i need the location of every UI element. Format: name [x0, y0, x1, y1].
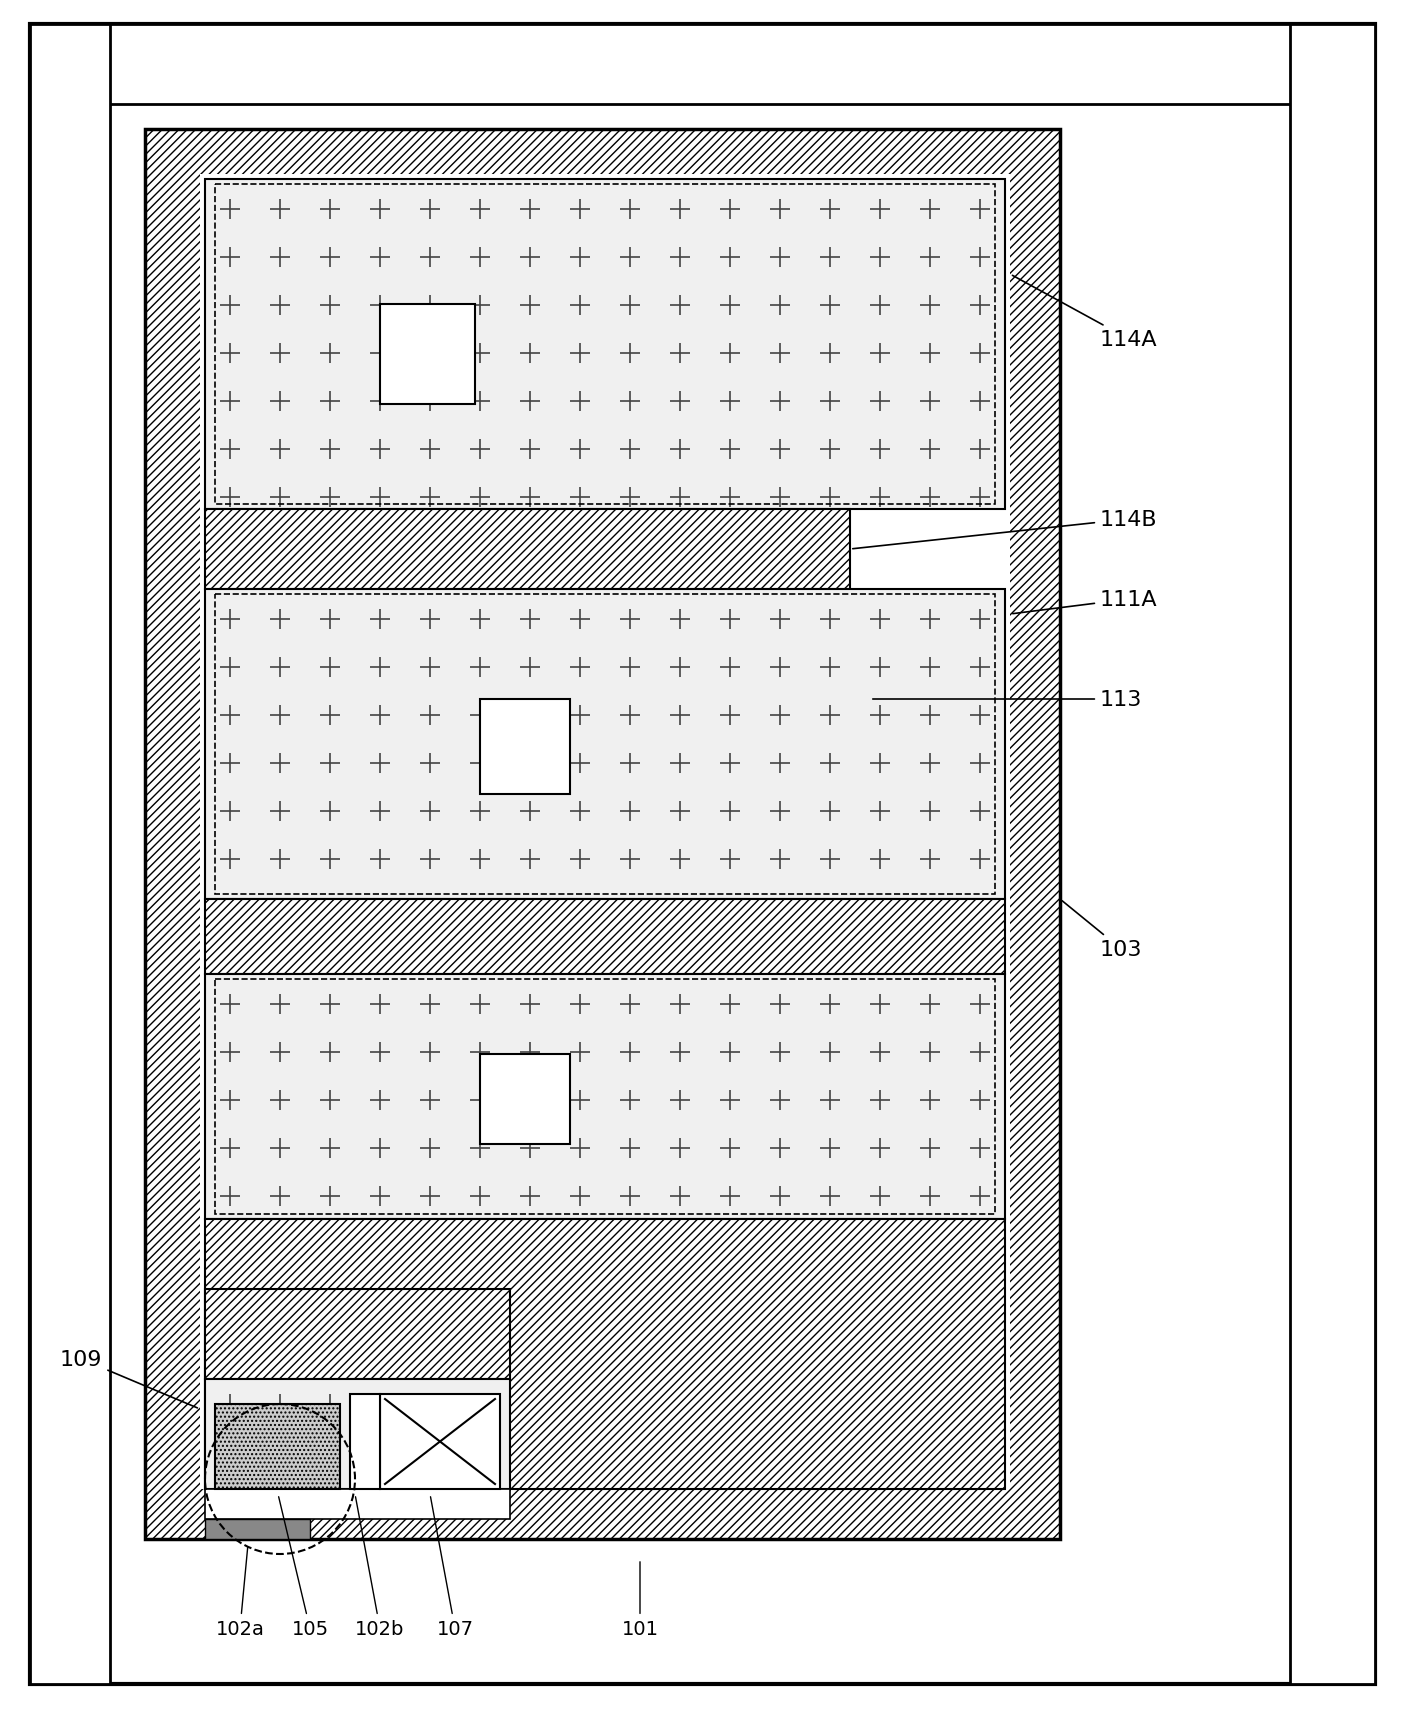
- Bar: [205, 1219, 1005, 1489]
- Text: 102a: 102a: [215, 1546, 265, 1639]
- Bar: [205, 509, 850, 590]
- Bar: [145, 130, 1059, 1539]
- Bar: [350, 1393, 380, 1489]
- Bar: [205, 1380, 509, 1489]
- Bar: [205, 1519, 310, 1539]
- Bar: [480, 699, 570, 795]
- Bar: [380, 1393, 499, 1489]
- Bar: [205, 1289, 509, 1380]
- Text: 113: 113: [872, 689, 1142, 710]
- Bar: [1290, 26, 1375, 1685]
- Text: 103: 103: [1062, 902, 1142, 960]
- Bar: [215, 1404, 340, 1489]
- Bar: [205, 975, 1005, 1219]
- Text: 107: 107: [431, 1496, 474, 1639]
- Text: 114B: 114B: [853, 509, 1158, 550]
- Text: 101: 101: [622, 1561, 658, 1639]
- Bar: [200, 175, 1010, 1489]
- Text: 109: 109: [61, 1349, 197, 1409]
- Text: 102b: 102b: [356, 1496, 405, 1639]
- Bar: [480, 1054, 570, 1145]
- Bar: [30, 26, 110, 1685]
- Bar: [380, 305, 476, 405]
- Text: 111A: 111A: [1013, 590, 1158, 614]
- Bar: [215, 595, 995, 895]
- Bar: [215, 185, 995, 504]
- Text: 114A: 114A: [1013, 276, 1158, 350]
- Bar: [205, 1489, 509, 1519]
- Bar: [205, 900, 1005, 975]
- Text: 105: 105: [279, 1496, 329, 1639]
- Bar: [205, 180, 1005, 509]
- Bar: [215, 979, 995, 1214]
- Bar: [205, 590, 1005, 900]
- Bar: [30, 26, 1375, 105]
